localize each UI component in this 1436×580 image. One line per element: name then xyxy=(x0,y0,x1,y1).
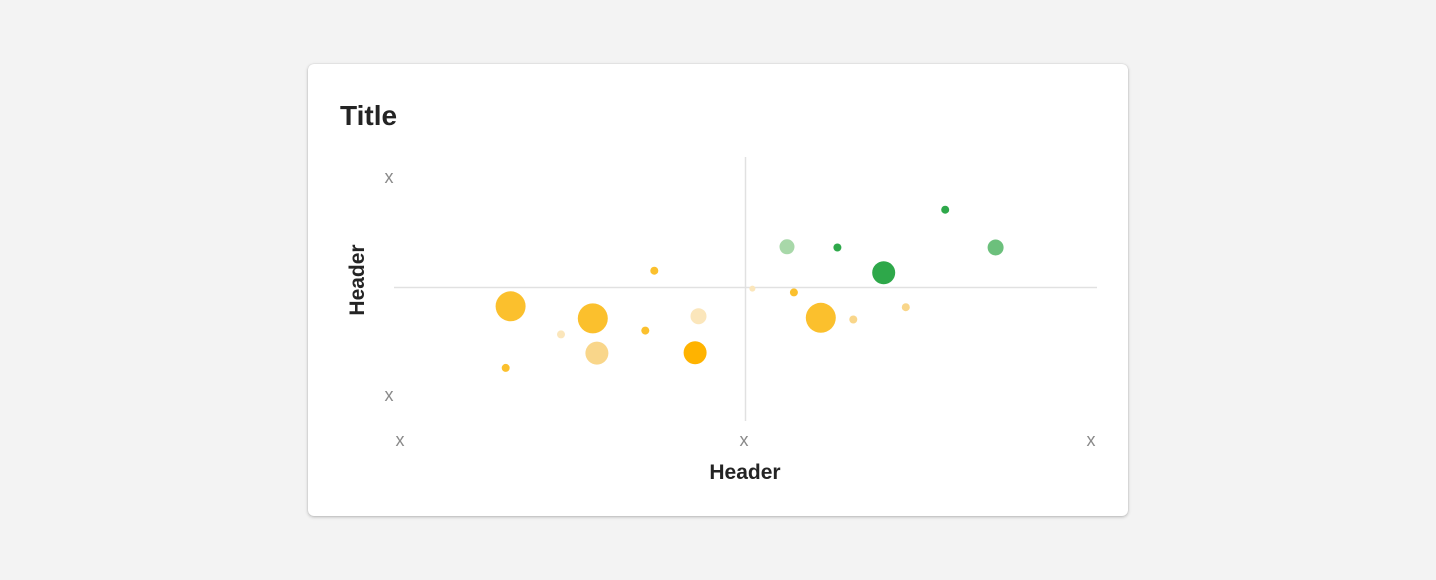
data-point[interactable] xyxy=(872,261,896,285)
x-axis-title: Header xyxy=(709,461,780,484)
data-point[interactable] xyxy=(690,308,707,325)
data-point[interactable] xyxy=(650,266,659,275)
x-tick-label-middle: x xyxy=(740,430,749,450)
data-point[interactable] xyxy=(641,326,650,335)
data-point[interactable] xyxy=(987,239,1004,256)
data-point[interactable] xyxy=(849,315,858,324)
data-point[interactable] xyxy=(683,341,707,365)
scatter-chart: x x x x x Header Header xyxy=(346,157,1097,484)
data-point[interactable] xyxy=(495,291,526,322)
data-point[interactable] xyxy=(557,330,565,339)
data-point[interactable] xyxy=(585,341,609,365)
data-point[interactable] xyxy=(577,303,608,334)
data-point[interactable] xyxy=(779,239,795,255)
data-point[interactable] xyxy=(941,205,950,214)
chart-card: Title x x x x x Header Header xyxy=(308,64,1128,516)
x-tick-label-left: x xyxy=(396,430,405,450)
data-point[interactable] xyxy=(501,363,510,372)
data-point[interactable] xyxy=(833,243,842,252)
y-tick-label-bottom: x xyxy=(385,385,394,405)
data-point[interactable] xyxy=(749,285,756,292)
chart-title: Title xyxy=(340,100,398,131)
y-tick-label-top: x xyxy=(385,167,394,187)
data-point[interactable] xyxy=(789,288,798,297)
data-points xyxy=(495,205,1004,372)
data-point[interactable] xyxy=(805,302,836,333)
x-tick-label-right: x xyxy=(1087,430,1096,450)
y-axis-title: Header xyxy=(346,244,369,315)
data-point[interactable] xyxy=(901,303,910,312)
crosshair-lines xyxy=(394,157,1097,421)
